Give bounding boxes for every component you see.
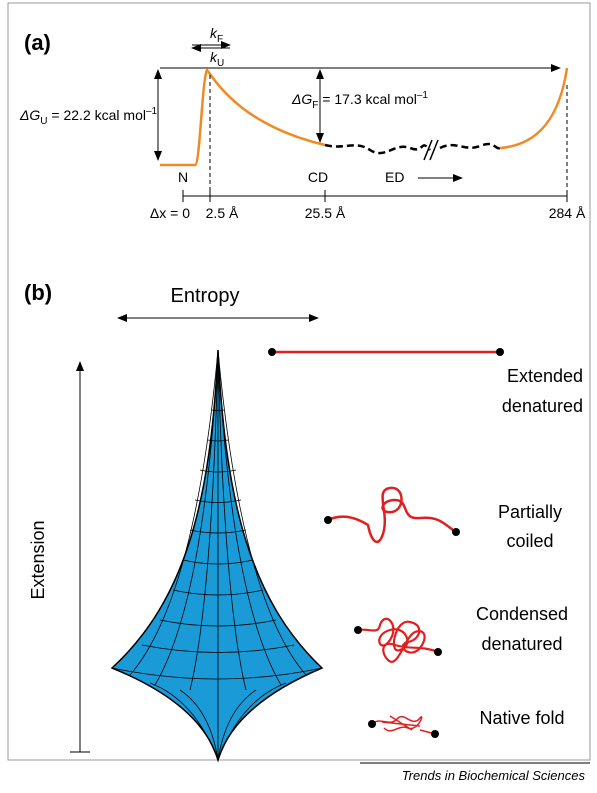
state-label: ED bbox=[385, 169, 404, 185]
rate-kf: kF bbox=[210, 25, 223, 45]
dg-u: ΔGU = 22.2 kcal mol–1 bbox=[19, 106, 158, 127]
state-label: Condensed bbox=[476, 604, 568, 624]
panel-label: (a) bbox=[24, 30, 51, 55]
state-label: denatured bbox=[481, 634, 562, 654]
state-label: Partially bbox=[498, 502, 562, 522]
energy-curve-dashed bbox=[324, 142, 501, 155]
axis-label: Δx = 0 bbox=[150, 205, 190, 221]
axis-label: 25.5 Å bbox=[305, 205, 346, 221]
rate-ku: kU bbox=[210, 49, 224, 69]
state-label: Native fold bbox=[479, 708, 564, 728]
axis-title: Extension bbox=[28, 520, 48, 599]
footer: Trends in Biochemical Sciences bbox=[402, 768, 586, 783]
panel-label: (b) bbox=[24, 280, 52, 305]
axis-label: 284 Å bbox=[549, 205, 586, 221]
funnel bbox=[110, 349, 324, 763]
state-label: denatured bbox=[502, 396, 583, 416]
dg-f: ΔGF = 17.3 kcal mol–1 bbox=[291, 90, 428, 111]
break bbox=[423, 139, 439, 161]
state-label: Extended bbox=[507, 366, 583, 386]
state-label: coiled bbox=[506, 531, 553, 551]
energy-curve bbox=[499, 67, 569, 150]
state-label: CD bbox=[308, 169, 328, 185]
axis-title: Entropy bbox=[171, 285, 240, 307]
energy-curve bbox=[160, 67, 326, 167]
molecules bbox=[268, 348, 504, 738]
state-label: N bbox=[178, 169, 188, 185]
axis-label: 2.5 Å bbox=[206, 205, 239, 221]
ticks bbox=[182, 190, 568, 202]
frame bbox=[7, 2, 591, 761]
